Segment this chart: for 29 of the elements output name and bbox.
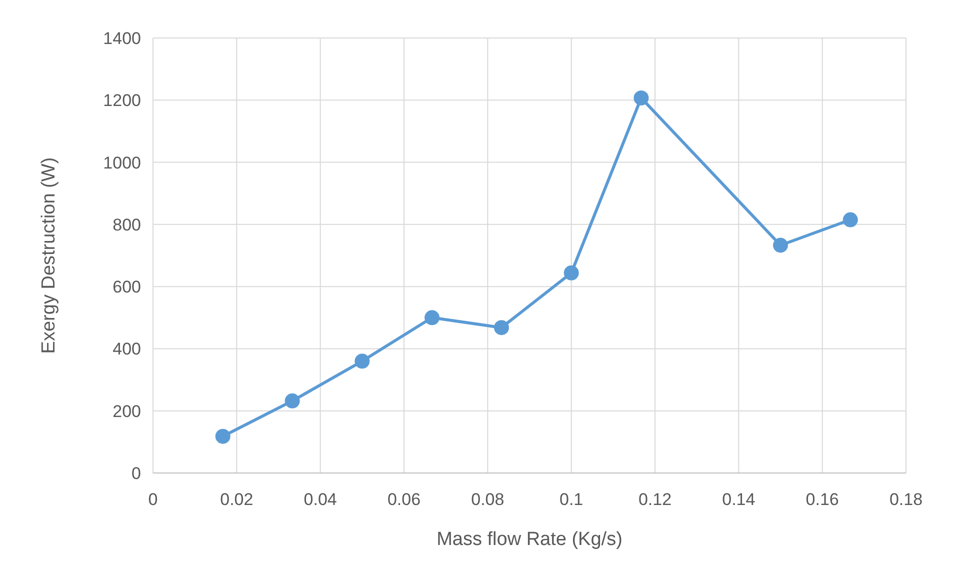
x-tick-label: 0.16 <box>806 490 839 510</box>
x-tick-label: 0 <box>148 490 158 510</box>
point <box>284 393 300 408</box>
x-tick-label: 0.02 <box>220 490 254 510</box>
x-tick-label: 0.12 <box>638 490 672 510</box>
x-tick-label: 0.1 <box>560 490 584 510</box>
y-tick-label: 1400 <box>103 29 141 48</box>
y-tick-label: 1200 <box>103 91 141 110</box>
x-tick-label: 0.04 <box>304 490 337 510</box>
y-tick-label: 400 <box>112 340 141 359</box>
point <box>842 212 858 228</box>
y-tick-label: 0 <box>132 464 141 484</box>
x-axis-title: Mass flow Rate (Kg/s) <box>436 529 622 550</box>
y-tick-label: 800 <box>112 215 141 234</box>
point <box>354 354 370 369</box>
x-tick-label: 0.06 <box>387 490 421 510</box>
y-tick-label: 1000 <box>103 153 141 172</box>
point <box>634 90 649 106</box>
y-tick-label: 200 <box>112 402 141 421</box>
point <box>215 428 230 444</box>
y-tick-label: 600 <box>112 278 141 297</box>
x-tick-label: 0.14 <box>722 490 756 510</box>
point <box>424 310 440 326</box>
x-tick-label: 0.18 <box>889 490 923 510</box>
point <box>564 265 579 280</box>
point <box>773 238 788 253</box>
x-tick-label: 0.08 <box>471 490 504 510</box>
y-axis-title: Exergy Destruction (W) <box>38 157 60 354</box>
point <box>494 320 509 336</box>
